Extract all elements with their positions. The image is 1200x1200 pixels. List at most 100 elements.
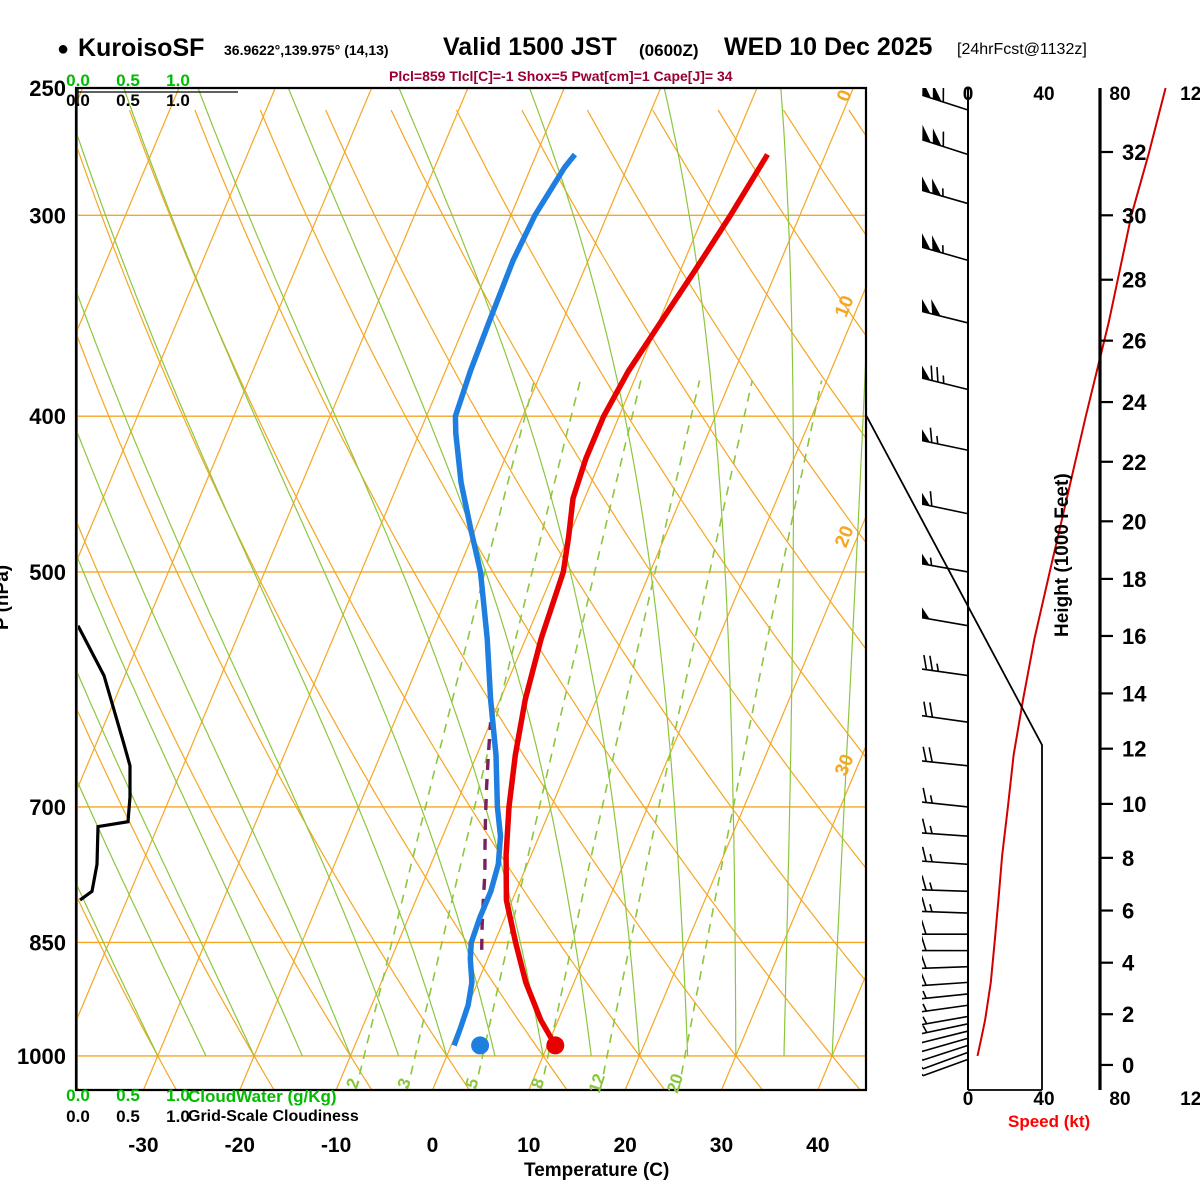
moist-adiabat-30 — [663, 88, 737, 1056]
wind-barb-shaft — [922, 860, 969, 866]
wind-barb-full — [922, 954, 927, 969]
wind-barb-pennant — [922, 233, 931, 250]
wind-barb-full — [916, 920, 921, 934]
height-tick-label-22: 22 — [1122, 450, 1146, 475]
station-coordinates: 36.9622°,139.975° (14,13) — [224, 42, 389, 58]
wind-barb-shaft — [922, 616, 969, 627]
wind-barb-shaft — [922, 801, 969, 808]
wind-barb — [922, 233, 969, 262]
wind-barb — [916, 919, 969, 935]
plot-frame — [74, 86, 868, 1092]
wind-barb-half — [922, 990, 927, 999]
wind-barb-shaft — [922, 981, 969, 987]
wind-barb-full — [917, 746, 920, 761]
wind-barb-full — [922, 875, 927, 891]
mixing-ratio-3 — [406, 380, 582, 1090]
dry-adiabat-80 — [521, 109, 866, 650]
wind-region-outline — [922, 88, 1042, 1090]
speed-top-tick-120: 120 — [1180, 84, 1200, 105]
cloudiness-bottom-tick-1: 0.5 — [116, 1107, 140, 1126]
wind-barb-shaft — [922, 993, 969, 1000]
wind-barb-half — [936, 435, 939, 444]
speed-bottom-tick-120: 120 — [1180, 1089, 1200, 1110]
wind-barb-full — [928, 747, 933, 763]
dry-adiabat-50 — [325, 109, 866, 983]
cloudiness-top-tick-1: 0.5 — [116, 91, 140, 110]
wind-barb-shaft — [922, 714, 969, 723]
height-tick-label-26: 26 — [1122, 329, 1146, 354]
wind-barb — [922, 553, 969, 573]
moist-adiabat--20 — [76, 668, 255, 1057]
surface-dewpoint-dot — [471, 1036, 490, 1055]
wind-barb-half — [922, 1073, 924, 1077]
data-layer — [76, 88, 1167, 1090]
height-tick-label-4: 4 — [1122, 951, 1135, 976]
mixing-ratio-2 — [355, 380, 536, 1090]
cloudwater-axis-label: CloudWater (g/Kg) — [188, 1087, 337, 1106]
height-tick-label-24: 24 — [1122, 390, 1147, 415]
height-tick-label-18: 18 — [1122, 567, 1146, 592]
wind-barb — [922, 954, 969, 970]
mixing-ratio-label-8: 8 — [527, 1076, 548, 1091]
wind-barb-half — [922, 1066, 924, 1070]
moist-adiabat-25 — [528, 88, 689, 1056]
wind-barb-full — [929, 655, 934, 671]
wind-barb-shaft — [922, 1044, 969, 1061]
header-bar: ● KuroisoSF 36.9622°,139.975° (14,13) Va… — [0, 30, 1200, 66]
speed-bottom-tick-0: 0 — [963, 1089, 974, 1110]
wind-barb-column — [914, 88, 969, 1077]
isotherm--30 — [142, 88, 565, 1090]
wind-barb-full — [929, 427, 933, 443]
speed-top-tick-0: 0 — [963, 84, 974, 105]
wind-barb-half — [929, 853, 933, 862]
moist-adiabat--5 — [76, 288, 400, 1057]
cloudiness-bottom-tick-2: 1.0 — [166, 1107, 190, 1126]
cloudwater-top-tick-2: 1.0 — [166, 71, 190, 90]
isotherm-20 — [624, 514, 866, 1090]
wind-barb-full — [929, 702, 934, 718]
isotherm--70 — [76, 88, 180, 335]
wind-barb — [922, 972, 969, 987]
wind-barb-pennant — [932, 128, 942, 146]
wind-barb-pennant — [922, 492, 930, 506]
isotherm--10 — [335, 88, 758, 1090]
wind-barb — [922, 1030, 969, 1044]
temperature-tick-40: 40 — [806, 1134, 829, 1157]
wind-speed-curve — [976, 88, 1167, 1057]
wind-barb — [922, 299, 969, 324]
wind-barb-half — [929, 795, 933, 804]
temperature-tick--20: -20 — [225, 1134, 255, 1157]
wind-barb-full — [922, 846, 927, 862]
valid-date: WED 10 Dec 2025 — [724, 33, 933, 61]
temperature-tick--30: -30 — [128, 1134, 158, 1157]
wind-barb-full — [922, 746, 927, 762]
moist-adiabat-20 — [398, 88, 641, 1056]
wind-barb — [914, 985, 969, 1000]
wind-barb-full — [922, 1042, 923, 1043]
wind-barb-pennant — [932, 88, 942, 102]
dry-adiabat-150 — [980, 110, 1200, 1090]
height-tick-label-20: 20 — [1122, 509, 1146, 534]
mixing-ratio-label-12: 12 — [585, 1071, 609, 1095]
temperature-tick-30: 30 — [710, 1134, 733, 1157]
wind-barb-shaft — [922, 832, 969, 837]
wind-barb-full — [914, 985, 920, 999]
isotherm-10 — [528, 285, 866, 1090]
moist-adiabat--30 — [76, 881, 159, 1057]
pressure-tick-300: 300 — [29, 203, 66, 228]
wind-barb-half — [922, 1003, 928, 1012]
moist-adiabat-0 — [76, 129, 448, 1057]
grid-scale-cloudiness-curve — [76, 624, 132, 902]
dry-adiabat--30 — [76, 893, 177, 1090]
moist-adiabat-15 — [287, 88, 592, 1056]
dry-adiabat--10 — [76, 518, 373, 1090]
wind-barb-half — [922, 1025, 928, 1033]
isotherm-edge-label-right-10: 10 — [831, 293, 858, 320]
height-tick-label-12: 12 — [1122, 737, 1146, 762]
wind-barb-full — [917, 818, 921, 833]
speed-axis-label: Speed (kt) — [1008, 1112, 1091, 1131]
speed-top-tick-80: 80 — [1109, 84, 1130, 105]
pressure-tick-250: 250 — [29, 76, 66, 101]
dewpoint-curve — [451, 152, 578, 1047]
